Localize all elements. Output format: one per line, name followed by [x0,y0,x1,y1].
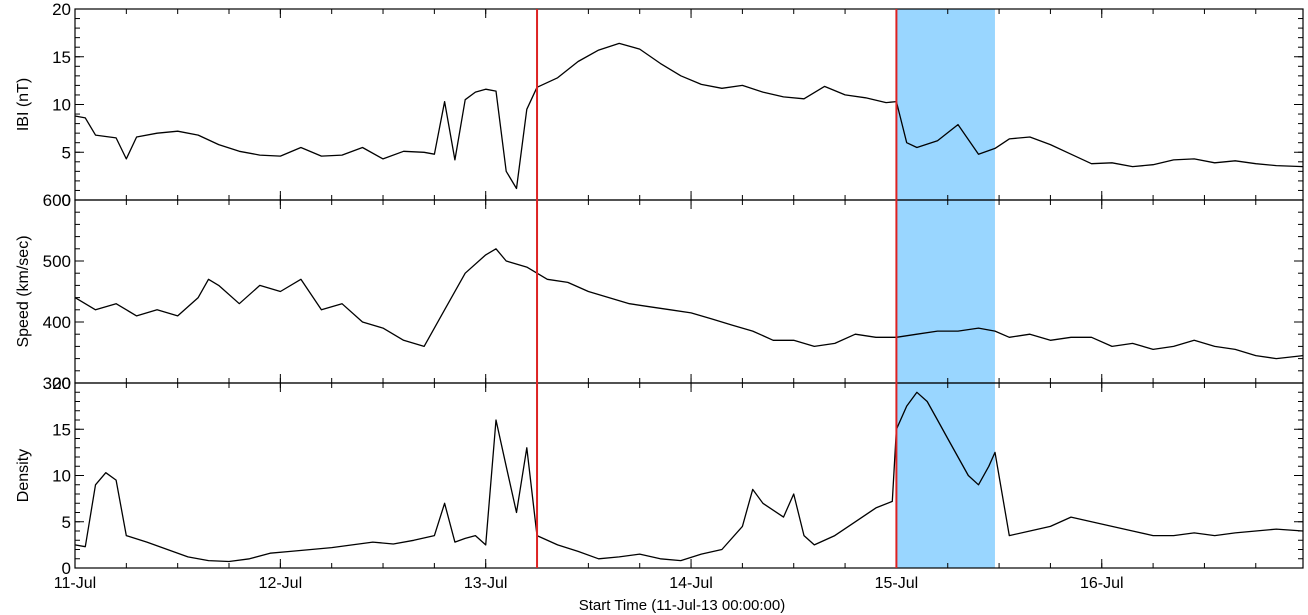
y-tick-label: 500 [43,252,71,271]
y-tick-label: 20 [52,374,71,393]
y-tick-label: 10 [52,467,71,486]
series-line-panel-2 [74,248,1304,360]
x-tick-label: 11-Jul [54,575,96,592]
y-tick-label: 400 [43,313,71,332]
x-axis-title: Start Time (11-Jul-13 00:00:00) [579,597,785,614]
x-tick-label: 13-Jul [464,575,508,592]
y-tick-label: 5 [62,513,71,532]
y-tick-label: 10 [52,96,71,115]
y-tick-label: 0 [62,191,71,210]
x-tick-label: 16-Jul [1080,575,1124,592]
panel-frame [74,382,1304,569]
panel-frame [74,8,1304,201]
x-tick-label: 14-Jul [669,575,713,592]
y-tick-label: 20 [52,0,71,19]
y-tick-label: 5 [62,143,71,162]
y-tick-label: 15 [52,48,71,67]
x-tick-label: 12-Jul [259,575,303,592]
x-tick-label: 15-Jul [875,575,919,592]
y-tick-label: 600 [43,191,71,210]
y-tick-label: 15 [52,420,71,439]
y-axis-title: Density [15,449,32,502]
y-axis-title: IBI (nT) [15,78,32,131]
plot-layer: 0 5 10 15 20 IBI (nT) 300 400 500 600 Speed (km/se… [15,0,1304,592]
series-line-panel-3 [74,391,1304,563]
y-tick-label: 0 [62,559,71,578]
y-axis-title: Speed (km/sec) [15,235,32,347]
panel-frame [74,199,1304,384]
shaded-interval [896,9,995,568]
y-tick-label: 300 [43,374,71,393]
series-line-panel-1 [74,42,1304,190]
